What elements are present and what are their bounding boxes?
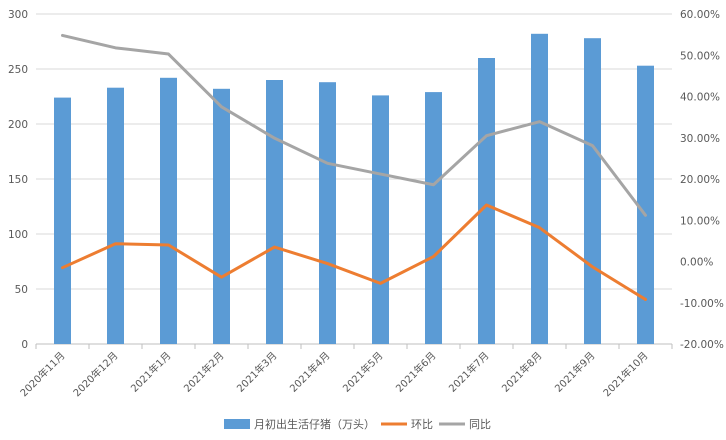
bar bbox=[478, 58, 495, 344]
legend-label: 月初出生活仔猪（万头） bbox=[254, 417, 375, 431]
bar bbox=[107, 87, 124, 344]
right-axis-tick-label: 50.00% bbox=[680, 50, 720, 62]
x-axis-tick-label: 2021年7月 bbox=[446, 349, 492, 395]
right-axis-tick-label: 60.00% bbox=[680, 9, 720, 21]
bar bbox=[54, 97, 71, 344]
x-axis-tick-label: 2021年10月 bbox=[600, 349, 650, 399]
right-axis-tick-label: -10.00% bbox=[680, 298, 724, 310]
bar bbox=[319, 82, 336, 344]
bar bbox=[584, 38, 601, 344]
yoy-line bbox=[61, 33, 647, 217]
x-axis-tick-label: 2021年5月 bbox=[340, 349, 386, 395]
legend-label: 环比 bbox=[411, 418, 433, 431]
legend-swatch bbox=[224, 419, 250, 429]
x-axis-tick-label: 2021年9月 bbox=[552, 349, 598, 395]
bar bbox=[266, 80, 283, 344]
left-axis-tick-label: 150 bbox=[8, 174, 28, 186]
x-axis-tick-label: 2021年3月 bbox=[234, 349, 280, 395]
bar bbox=[372, 95, 389, 345]
bar bbox=[160, 77, 177, 345]
right-axis-tick-label: 40.00% bbox=[680, 92, 720, 104]
bar bbox=[637, 65, 654, 344]
right-axis-tick-label: 30.00% bbox=[680, 133, 720, 145]
left-axis-tick-label: 250 bbox=[8, 64, 28, 76]
legend-label: 同比 bbox=[469, 418, 491, 431]
x-axis-tick-label: 2021年4月 bbox=[287, 349, 333, 395]
mom-line bbox=[61, 203, 647, 301]
left-axis-tick-label: 200 bbox=[8, 119, 28, 131]
left-axis-tick-label: 300 bbox=[8, 9, 28, 21]
bar bbox=[213, 88, 230, 344]
right-axis-tick-label: 0.00% bbox=[680, 257, 713, 269]
x-axis-tick-label: 2020年11月 bbox=[17, 349, 67, 399]
x-axis-tick-label: 2021年6月 bbox=[393, 349, 439, 395]
left-axis-tick-label: 50 bbox=[15, 284, 28, 296]
bar bbox=[531, 33, 548, 345]
right-axis-tick-label: 10.00% bbox=[680, 215, 720, 227]
right-axis-tick-label: 20.00% bbox=[680, 174, 720, 186]
x-axis-tick-label: 2021年1月 bbox=[128, 349, 174, 395]
right-axis-tick-label: -20.00% bbox=[680, 339, 724, 351]
left-axis-tick-label: 0 bbox=[21, 339, 28, 351]
left-axis-tick-label: 100 bbox=[8, 229, 28, 241]
bar bbox=[425, 92, 442, 344]
x-axis-tick-label: 2021年2月 bbox=[181, 349, 227, 395]
x-axis-tick-label: 2020年12月 bbox=[70, 349, 120, 399]
x-axis-tick-label: 2021年8月 bbox=[499, 349, 545, 395]
